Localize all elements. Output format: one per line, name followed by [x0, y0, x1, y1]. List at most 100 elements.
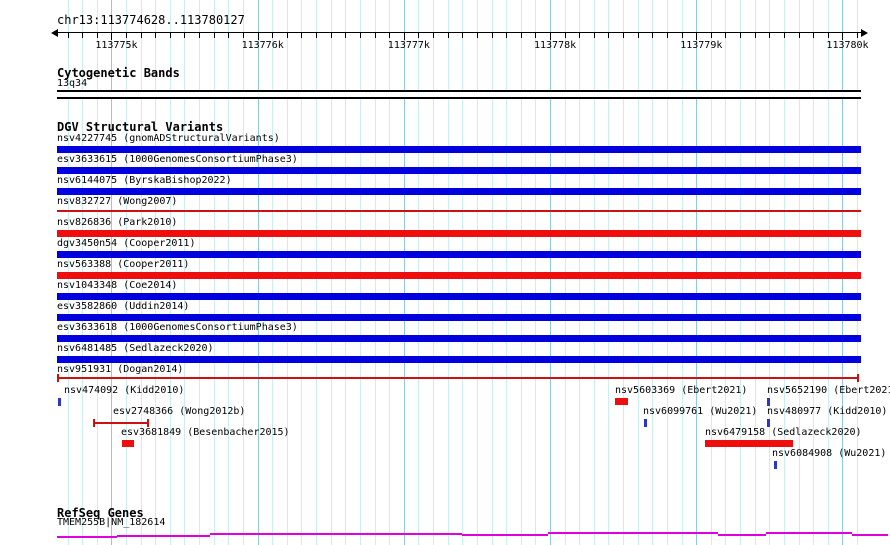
ruler-tick [754, 32, 756, 38]
ruler-tick [462, 32, 464, 38]
ruler-tick [506, 32, 508, 38]
variant-label[interactable]: nsv832727 (Wong2007) [57, 196, 178, 207]
ruler-tick-label: 113777k [387, 40, 430, 51]
ruler-tick [842, 32, 844, 40]
variant-glyph-tick[interactable] [767, 398, 770, 406]
variant-label[interactable]: nsv480977 (Kidd2010) [767, 406, 888, 417]
variant-glyph-tick[interactable] [774, 461, 777, 469]
ruler-tick [169, 32, 171, 38]
variant-glyph-bar[interactable] [57, 167, 861, 174]
ruler-tick [710, 32, 712, 38]
variant-glyph-bracket[interactable] [93, 419, 95, 427]
right-arrow-icon [861, 29, 868, 37]
variant-glyph-bar[interactable] [57, 251, 861, 258]
variant-label[interactable]: nsv6481485 (Sedlazeck2020) [57, 343, 214, 354]
cytoband-box[interactable] [57, 90, 861, 99]
variant-glyph-bracket[interactable] [857, 374, 859, 382]
variant-label[interactable]: nsv6099761 (Wu2021) [643, 406, 758, 417]
ruler-tick [403, 32, 405, 40]
ruler-tick [608, 32, 610, 38]
variant-glyph-bracket[interactable] [147, 419, 149, 427]
variant-label[interactable]: dgv3450n54 (Cooper2011) [57, 238, 196, 249]
variant-glyph-bar[interactable] [57, 314, 861, 321]
ruler-tick [67, 32, 69, 38]
ruler-line [57, 32, 862, 33]
section-title-refseq-genes: RefSeq Genes [57, 506, 144, 520]
ruler-tick [579, 32, 581, 38]
variant-glyph-tick[interactable] [644, 419, 647, 427]
ruler-tick [228, 32, 230, 38]
ruler-tick [550, 32, 551, 40]
gene-intron-line[interactable] [548, 532, 718, 534]
variant-label[interactable]: esv2748366 (Wong2012b) [113, 406, 246, 417]
variant-label[interactable]: esv3633618 (1000GenomesConsortiumPhase3) [57, 322, 298, 333]
ruler-tick [96, 32, 98, 38]
variant-label[interactable]: nsv6144075 (ByrskaBishop2022) [57, 175, 232, 186]
ruler-tick [666, 32, 668, 38]
ruler-tick [725, 32, 727, 38]
ruler-tick [184, 32, 186, 38]
ruler-tick [447, 32, 449, 38]
variant-label[interactable]: nsv826836 (Park2010) [57, 217, 178, 228]
section-title-cytogenetic-bands: Cytogenetic Bands [57, 66, 180, 80]
variant-label[interactable]: esv3582860 (Uddin2014) [57, 301, 190, 312]
variant-glyph-bracket[interactable] [93, 422, 149, 424]
variant-glyph-bar[interactable] [57, 356, 861, 363]
ruler-tick [389, 32, 391, 38]
variant-label[interactable]: esv3681849 (Besenbacher2015) [121, 427, 290, 438]
variant-label[interactable]: nsv951931 (Dogan2014) [57, 364, 184, 375]
gene-intron-line[interactable] [210, 533, 462, 535]
variant-label[interactable]: nsv1043348 (Coe2014) [57, 280, 178, 291]
cytoband-label[interactable]: 13q34 [57, 78, 88, 89]
variant-glyph-bar[interactable] [57, 293, 861, 300]
ruler-tick-label: 113778k [534, 40, 577, 51]
variant-glyph-bar[interactable] [615, 398, 628, 405]
gene-intron-line[interactable] [852, 534, 888, 536]
gene-label[interactable]: TMEM255B|NM_182614 [57, 517, 166, 528]
ruler-tick [213, 32, 215, 38]
ruler-tick [82, 32, 84, 38]
section-title-dgv-structural-variants: DGV Structural Variants [57, 120, 224, 134]
region-title: chr13:113774628..113780127 [57, 13, 245, 27]
gene-intron-line[interactable] [766, 532, 852, 534]
variant-label[interactable]: esv3633615 (1000GenomesConsortiumPhase3) [57, 154, 298, 165]
variant-glyph-line[interactable] [57, 210, 861, 212]
ruler-tick [418, 32, 420, 38]
ruler-tick [681, 32, 683, 38]
variant-label[interactable]: nsv5652190 (Ebert2021) [767, 385, 890, 396]
ruler-tick [140, 32, 142, 38]
variant-glyph-tick[interactable] [767, 419, 770, 427]
ruler-tick [783, 32, 785, 38]
variant-glyph-bar[interactable] [57, 335, 861, 342]
variant-glyph-bar[interactable] [705, 440, 793, 447]
variant-glyph-bar[interactable] [57, 272, 861, 279]
variant-label[interactable]: nsv563388 (Cooper2011) [57, 259, 190, 270]
variant-glyph-bar[interactable] [57, 146, 861, 153]
ruler-tick [769, 32, 771, 38]
ruler-tick [199, 32, 201, 38]
ruler-tick [520, 32, 522, 38]
gene-intron-line[interactable] [718, 534, 766, 536]
ruler-tick [637, 32, 639, 38]
variant-glyph-bracket[interactable] [57, 374, 59, 382]
variant-glyph-bar[interactable] [122, 440, 134, 447]
variant-label[interactable]: nsv474092 (Kidd2010) [64, 385, 185, 396]
variant-glyph-bracket[interactable] [57, 377, 859, 379]
ruler-tick [813, 32, 815, 38]
variant-label[interactable]: nsv6084908 (Wu2021) [772, 448, 887, 459]
variant-label[interactable]: nsv6479158 (Sedlazeck2020) [705, 427, 862, 438]
ruler-tick [535, 32, 537, 38]
variant-label[interactable]: nsv5603369 (Ebert2021) [615, 385, 748, 396]
gene-intron-line[interactable] [57, 536, 117, 538]
gene-intron-line[interactable] [462, 534, 548, 536]
variant-glyph-bar[interactable] [57, 188, 861, 195]
ruler-tick [491, 32, 493, 38]
variant-glyph-tick[interactable] [58, 398, 61, 406]
ruler-tick [740, 32, 742, 38]
ruler-tick [359, 32, 361, 38]
ruler-tick [257, 32, 259, 40]
variant-glyph-bar[interactable] [57, 230, 861, 237]
variant-label[interactable]: nsv4227745 (gnomADStructuralVariants) [57, 133, 280, 144]
gene-intron-line[interactable] [117, 535, 210, 537]
ruler-tick [272, 32, 274, 38]
